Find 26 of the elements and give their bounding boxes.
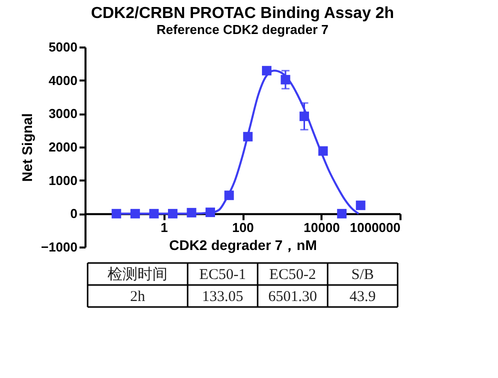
y-tick-label: 0	[70, 206, 78, 222]
text: 6501.30	[268, 289, 317, 305]
x-axis-title: CDK2 degrader 7，nM	[169, 237, 317, 254]
y-tick-label: 3000	[48, 106, 78, 122]
text: 133.05	[202, 289, 244, 305]
text: S/B	[351, 267, 374, 283]
point	[112, 208, 122, 218]
text: EC50-1	[199, 267, 246, 283]
text: 43.9	[350, 289, 376, 305]
y-tick-label: 2000	[48, 140, 78, 154]
chart-subtitle: Reference CDK2 degrader 7	[156, 22, 328, 37]
y-tick-label: 1000	[48, 172, 78, 188]
x-tick-label: 100	[232, 220, 254, 236]
text: 检测时间	[108, 266, 168, 283]
chart-title: CDK2/CRBN PROTAC Binding Assay 2h	[90, 5, 394, 22]
text: 2h	[130, 289, 146, 305]
y-axis-title: Net Signal	[18, 113, 35, 182]
text: EC50-2	[269, 267, 316, 283]
point	[337, 208, 347, 218]
y-tick-label: 5000	[48, 40, 78, 54]
point	[356, 200, 366, 210]
x-tick-label: 1	[160, 220, 168, 236]
x-tick-label: 1000000	[350, 220, 400, 236]
y-tick-label: 4000	[48, 72, 78, 88]
x-tick-label: 10000	[304, 220, 340, 236]
y-tick-label: −1000	[40, 240, 78, 254]
